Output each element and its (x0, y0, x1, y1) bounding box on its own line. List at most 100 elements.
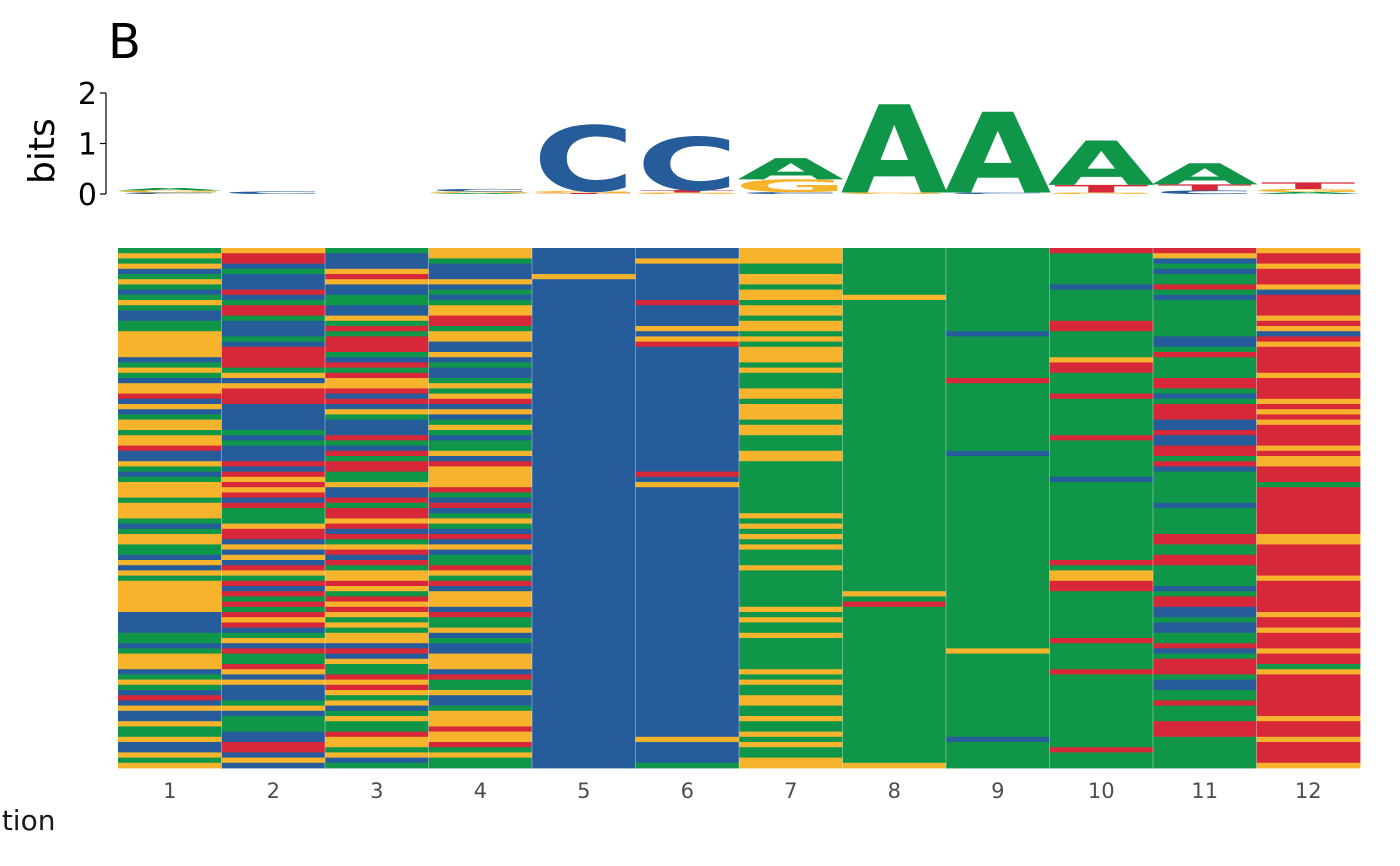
heatmap-cell (428, 617, 533, 623)
heatmap-cell (1153, 502, 1257, 509)
heatmap-cell (1256, 445, 1361, 452)
x-tick-label: 5 (577, 779, 590, 803)
heatmap-cell (325, 523, 429, 530)
heatmap-cell (739, 341, 843, 348)
heatmap-cell (1049, 627, 1154, 634)
heatmap-cell (1153, 658, 1257, 665)
heatmap-cell (325, 279, 429, 285)
heatmap-cell (842, 736, 947, 743)
heatmap-cell (428, 268, 533, 275)
heatmap-cell (118, 466, 222, 472)
heatmap-cell (118, 544, 222, 550)
heatmap-cell (946, 268, 1050, 275)
heatmap-cell (842, 731, 947, 738)
heatmap-cell (428, 476, 533, 483)
x-tick-label: 12 (1295, 779, 1322, 803)
heatmap-cell (1256, 253, 1361, 259)
heatmap-cell (739, 554, 843, 561)
heatmap-cell (1153, 622, 1257, 628)
heatmap-cell (1049, 367, 1154, 374)
heatmap-cell (1049, 580, 1154, 587)
heatmap-cell (842, 539, 947, 545)
heatmap-cell (1153, 497, 1257, 504)
heatmap-cell (635, 674, 740, 680)
heatmap-cell (325, 352, 429, 358)
heatmap-cell (739, 752, 843, 758)
heatmap-cell (1049, 305, 1154, 311)
heatmap-cell (1153, 549, 1257, 556)
heatmap-cell (1256, 534, 1361, 540)
heatmap-cell (118, 721, 222, 727)
heatmap-cell (428, 684, 533, 691)
heatmap-cell (428, 310, 533, 316)
heatmap-cell (842, 690, 947, 696)
heatmap-cell (842, 643, 947, 649)
heatmap-cell (946, 294, 1050, 301)
heatmap-cell (221, 258, 326, 264)
heatmap-cell (946, 586, 1050, 592)
heatmap-cell (1153, 508, 1257, 514)
heatmap-cell (428, 352, 533, 358)
heatmap-cell (1153, 435, 1257, 441)
heatmap-cell (325, 747, 429, 753)
heatmap-cell (635, 716, 740, 722)
heatmap-cell (739, 320, 843, 327)
heatmap-cell (1049, 471, 1154, 478)
heatmap-cell (946, 528, 1050, 535)
heatmap-cell (428, 757, 533, 764)
heatmap-cell (532, 388, 636, 394)
heatmap-cell (946, 274, 1050, 280)
heatmap-cell (1256, 424, 1361, 431)
heatmap-cell (428, 263, 533, 270)
heatmap-cell (1256, 612, 1361, 618)
heatmap-cell (1256, 601, 1361, 608)
heatmap-cell (635, 274, 740, 280)
heatmap-cell (118, 445, 222, 452)
heatmap-cell (946, 518, 1050, 524)
heatmap-cell (1153, 279, 1257, 285)
heatmap-cell (428, 346, 533, 353)
heatmap-cell (221, 367, 326, 374)
heatmap-cell (325, 435, 429, 441)
heatmap-cell (1049, 414, 1154, 420)
heatmap-cell (1256, 440, 1361, 446)
heatmap-cell (739, 528, 843, 535)
heatmap-cell (1049, 336, 1154, 342)
heatmap-cell (1049, 742, 1154, 748)
heatmap-cell (221, 487, 326, 493)
heatmap-cell (842, 575, 947, 582)
heatmap-cell (739, 658, 843, 665)
heatmap-cell (1049, 591, 1154, 597)
heatmap-cell (1049, 606, 1154, 613)
heatmap-cell (325, 378, 429, 384)
logo-letter-C: C (740, 191, 841, 194)
heatmap-cell (946, 612, 1050, 618)
heatmap-cell (946, 565, 1050, 571)
heatmap-cell (635, 362, 740, 368)
heatmap-cell (221, 383, 326, 389)
heatmap-cell (842, 742, 947, 748)
heatmap-cell (946, 310, 1050, 316)
logo-letter-A: A (116, 187, 223, 191)
heatmap-cell (1256, 502, 1361, 509)
x-tick-label: 2 (267, 779, 280, 803)
x-tick-label: 9 (991, 779, 1004, 803)
heatmap-cell (532, 352, 636, 358)
heatmap-cell (1049, 279, 1154, 285)
heatmap-cell (221, 419, 326, 426)
heatmap-cell (428, 326, 533, 332)
heatmap-cell (221, 695, 326, 701)
heatmap-cell (1153, 414, 1257, 420)
heatmap-cell (946, 424, 1050, 431)
heatmap-cell (118, 424, 222, 431)
heatmap-cell (635, 409, 740, 415)
heatmap-cell (1153, 591, 1257, 597)
logo-letter-T: T (1158, 183, 1253, 193)
heatmap-cell (118, 440, 222, 446)
heatmap-cell (428, 544, 533, 550)
heatmap-cell (118, 279, 222, 285)
heatmap-cell (118, 565, 222, 571)
heatmap-cell (842, 523, 947, 530)
heatmap-cell (1153, 570, 1257, 576)
heatmap-cell (221, 476, 326, 483)
